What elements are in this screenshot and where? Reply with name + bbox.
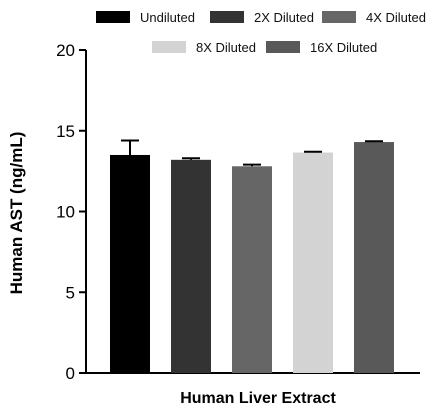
y-tick-label: 15 (56, 122, 75, 141)
legend-swatch-8x-diluted (152, 41, 186, 53)
y-tick-label: 0 (66, 364, 75, 383)
y-axis-label: Human AST (ng/mL) (7, 132, 26, 295)
legend-label-8x-diluted: 8X Diluted (196, 39, 256, 55)
bar (171, 159, 211, 373)
legend: Undiluted 2X Diluted 4X Diluted 8X Dilut… (0, 8, 435, 58)
legend-item-2x-diluted: 2X Diluted (210, 8, 314, 26)
legend-label-4x-diluted: 4X Diluted (366, 9, 426, 25)
y-tick-label: 10 (56, 203, 75, 222)
legend-swatch-16x-diluted (266, 41, 300, 53)
y-tick-label: 20 (56, 41, 75, 60)
bar (232, 166, 272, 373)
bar (293, 152, 333, 373)
legend-swatch-4x-diluted (322, 11, 356, 23)
bar (354, 142, 394, 373)
legend-label-undiluted: Undiluted (140, 9, 195, 25)
legend-item-4x-diluted: 4X Diluted (322, 8, 426, 26)
legend-label-16x-diluted: 16X Diluted (310, 39, 378, 55)
legend-swatch-undiluted (96, 11, 130, 23)
legend-item-undiluted: Undiluted (96, 8, 195, 26)
error-bars (121, 139, 383, 167)
bars (110, 142, 394, 373)
y-tick-label: 5 (66, 283, 75, 302)
legend-item-16x-diluted: 16X Diluted (266, 38, 377, 56)
legend-item-8x-diluted: 8X Diluted (152, 38, 256, 56)
legend-label-2x-diluted: 2X Diluted (254, 9, 314, 25)
legend-swatch-2x-diluted (210, 11, 244, 23)
x-axis-label: Human Liver Extract (180, 390, 336, 407)
bar (110, 154, 150, 373)
